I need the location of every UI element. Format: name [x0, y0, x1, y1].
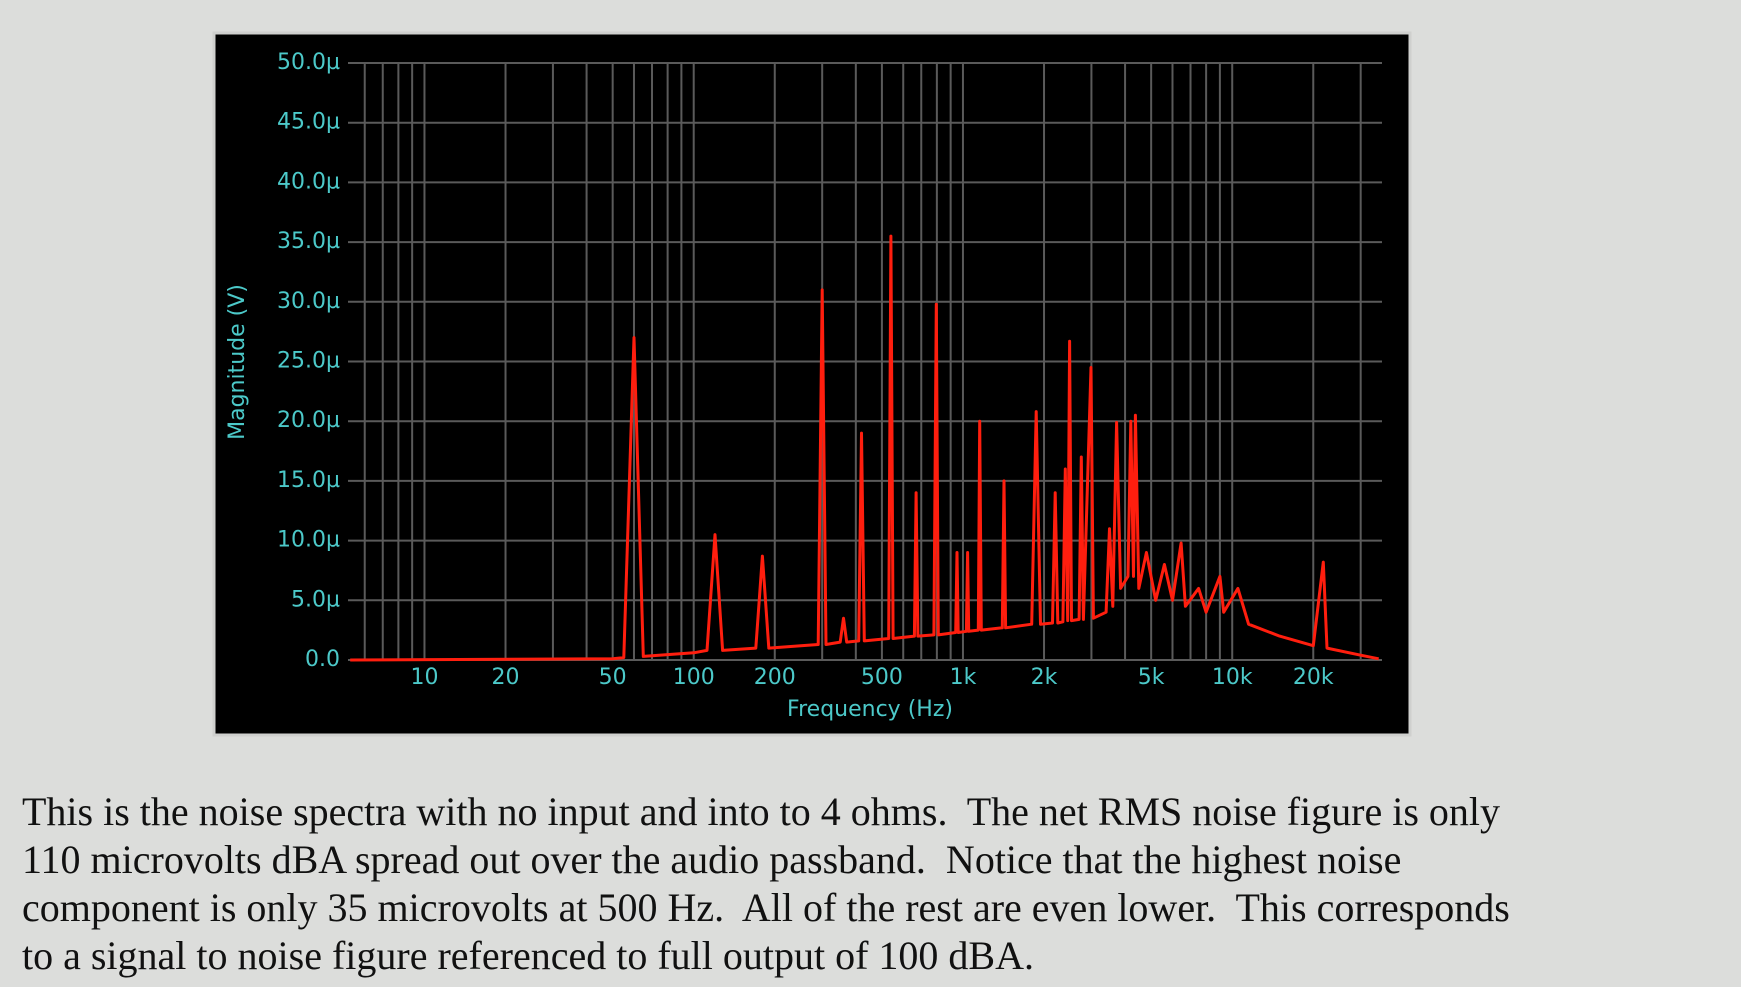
y-tick-label: 25.0µ [277, 349, 340, 374]
chart-panel [212, 31, 1412, 737]
y-tick-label: 35.0µ [277, 229, 340, 254]
x-tick-label: 2k [1031, 665, 1058, 690]
caption-line: 110 microvolts dBA spread out over the a… [22, 837, 1402, 882]
x-tick-label: 500 [861, 665, 903, 690]
y-tick-label: 0.0 [305, 647, 340, 672]
x-axis-title: Frequency (Hz) [787, 697, 953, 722]
x-tick-label: 100 [673, 665, 715, 690]
y-tick-label: 20.0µ [277, 408, 340, 433]
x-tick-label: 20 [492, 665, 520, 690]
y-tick-label: 10.0µ [277, 528, 340, 553]
y-tick-label: 30.0µ [277, 289, 340, 314]
x-tick-label: 20k [1293, 665, 1334, 690]
x-tick-label: 10 [410, 665, 438, 690]
caption-line: to a signal to noise figure referenced t… [22, 933, 1034, 978]
x-tick-label: 5k [1138, 665, 1165, 690]
x-tick-label: 200 [754, 665, 796, 690]
x-tick-label: 50 [599, 665, 627, 690]
chart: Frequency (Hz) Magnitude (V) 10 20 50 100 20… [212, 31, 1412, 737]
y-tick-label: 50.0µ [277, 50, 340, 75]
y-tick-label: 15.0µ [277, 468, 340, 493]
caption-line: This is the noise spectra with no input … [22, 789, 1501, 834]
y-axis-title: Magnitude (V) [225, 284, 250, 440]
y-tick-label: 5.0µ [291, 587, 340, 612]
caption: This is the noise spectra with no input … [22, 788, 1737, 980]
y-tick-label: 45.0µ [277, 110, 340, 135]
x-tick-label: 10k [1212, 665, 1253, 690]
x-tick-label: 1k [950, 665, 977, 690]
spectrum-line [350, 234, 1379, 662]
caption-line: component is only 35 microvolts at 500 H… [22, 885, 1510, 930]
y-tick-label: 40.0µ [277, 169, 340, 194]
